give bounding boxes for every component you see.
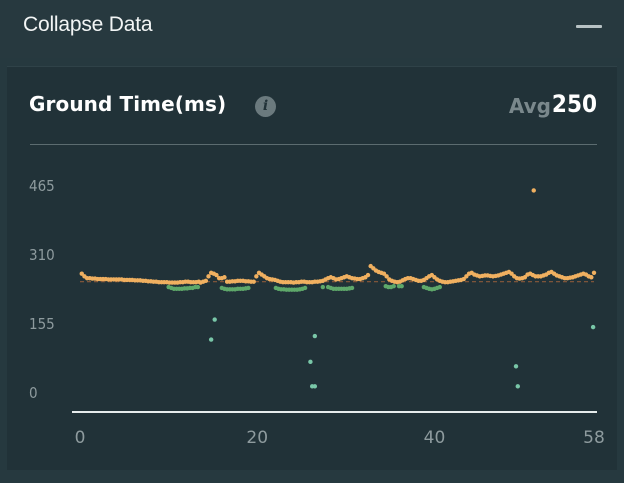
data-point (308, 359, 313, 365)
data-point (399, 283, 404, 289)
data-point (464, 274, 469, 279)
title-divider (30, 144, 597, 145)
data-point (254, 274, 259, 279)
data-point (381, 271, 387, 276)
avg-label: Avg (508, 94, 551, 118)
data-point (513, 364, 519, 369)
data-point (302, 285, 308, 291)
data-point (214, 272, 219, 278)
data-point (509, 271, 514, 276)
data-point (79, 271, 84, 276)
data-point (365, 272, 371, 278)
data-point (591, 270, 597, 276)
data-point (246, 285, 251, 291)
collapse-button[interactable] (576, 25, 602, 28)
data-point (515, 384, 520, 389)
ground-time-card: Ground Time(ms) i Avg 250 (7, 66, 617, 483)
data-point (320, 284, 326, 290)
info-icon[interactable]: i (255, 96, 276, 117)
data-point (312, 333, 318, 339)
avg-value: 250 (551, 90, 597, 118)
data-point (590, 324, 596, 330)
data-point (437, 284, 442, 290)
bottom-strip (0, 470, 624, 483)
data-point (208, 337, 214, 342)
panel-header[interactable]: Collapse Data (0, 0, 624, 58)
x-tick-label: 20 (246, 428, 268, 448)
x-tick-label: 0 (75, 428, 86, 448)
y-tick-label: 155 (29, 315, 55, 333)
x-tick-label: 58 (583, 428, 605, 448)
data-point (391, 283, 396, 289)
x-tick-label: 40 (424, 428, 446, 448)
panel-title: Collapse Data (23, 13, 153, 36)
data-point (349, 285, 355, 291)
data-point (251, 279, 256, 284)
data-point (195, 284, 201, 290)
data-point (312, 384, 318, 389)
y-tick-label: 0 (29, 384, 38, 402)
data-point (522, 275, 528, 280)
data-point (589, 275, 594, 280)
data-point (531, 188, 536, 193)
y-tick-label: 465 (29, 177, 55, 195)
metric-title: Ground Time(ms) (29, 92, 227, 116)
data-point (203, 278, 209, 284)
data-point (222, 275, 227, 280)
data-point (206, 274, 211, 279)
y-tick-label: 310 (29, 246, 55, 264)
data-point (461, 276, 466, 282)
data-point (384, 274, 389, 279)
data-point (212, 317, 217, 322)
